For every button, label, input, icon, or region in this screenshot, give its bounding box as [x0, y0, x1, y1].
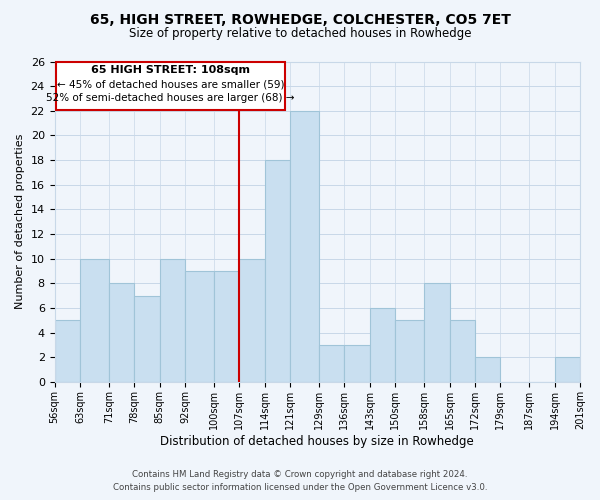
Bar	[55, 320, 80, 382]
Bar	[185, 271, 214, 382]
Text: 52% of semi-detached houses are larger (68) →: 52% of semi-detached houses are larger (…	[46, 94, 295, 104]
Text: 65 HIGH STREET: 108sqm: 65 HIGH STREET: 108sqm	[91, 65, 250, 75]
Text: 65, HIGH STREET, ROWHEDGE, COLCHESTER, CO5 7ET: 65, HIGH STREET, ROWHEDGE, COLCHESTER, C…	[89, 12, 511, 26]
Bar	[290, 111, 319, 382]
Text: Size of property relative to detached houses in Rowhedge: Size of property relative to detached ho…	[129, 28, 471, 40]
Bar	[160, 258, 185, 382]
Bar	[80, 258, 109, 382]
Bar	[134, 296, 160, 382]
Bar	[344, 345, 370, 382]
Y-axis label: Number of detached properties: Number of detached properties	[15, 134, 25, 310]
Bar	[239, 258, 265, 382]
Text: ← 45% of detached houses are smaller (59): ← 45% of detached houses are smaller (59…	[57, 80, 284, 90]
Bar	[109, 284, 134, 382]
Bar	[370, 308, 395, 382]
Bar	[265, 160, 290, 382]
Bar	[554, 358, 580, 382]
Bar	[449, 320, 475, 382]
Text: Contains HM Land Registry data © Crown copyright and database right 2024.
Contai: Contains HM Land Registry data © Crown c…	[113, 470, 487, 492]
Bar	[319, 345, 344, 382]
Bar	[424, 284, 449, 382]
Bar	[475, 358, 500, 382]
X-axis label: Distribution of detached houses by size in Rowhedge: Distribution of detached houses by size …	[160, 434, 474, 448]
FancyBboxPatch shape	[56, 62, 284, 110]
Bar	[214, 271, 239, 382]
Bar	[395, 320, 424, 382]
